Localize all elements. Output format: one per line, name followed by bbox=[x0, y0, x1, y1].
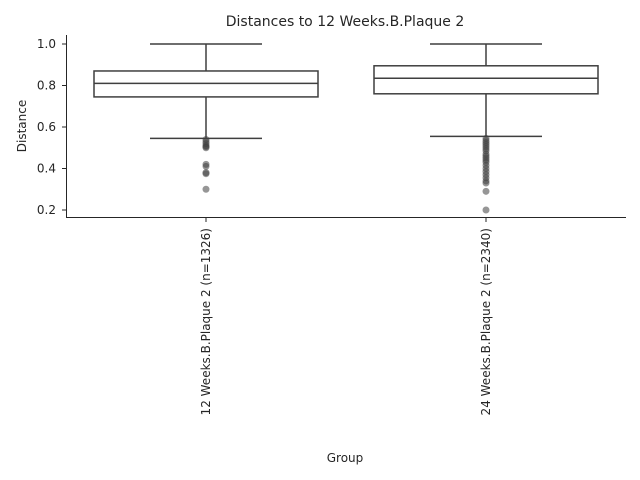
outlier-point bbox=[202, 144, 210, 152]
x-tick-label: 12 Weeks.B.Plaque 2 (n=1326) bbox=[199, 228, 213, 415]
y-tick-label: 1.0 bbox=[37, 37, 56, 51]
y-tick-label: 0.2 bbox=[37, 203, 56, 217]
x-tick-label: 24 Weeks.B.Plaque 2 (n=2340) bbox=[479, 228, 493, 415]
y-axis-label: Distance bbox=[15, 100, 29, 152]
outlier-point bbox=[482, 179, 490, 187]
x-axis-label: Group bbox=[327, 451, 364, 465]
y-tick-label: 0.4 bbox=[37, 162, 56, 176]
outlier-point bbox=[202, 162, 210, 170]
x-ticks: 12 Weeks.B.Plaque 2 (n=1326) 24 Weeks.B.P… bbox=[199, 217, 493, 415]
outlier-point bbox=[202, 185, 210, 193]
outlier-point bbox=[202, 170, 210, 178]
outlier-point bbox=[482, 206, 490, 214]
y-ticks: 0.2 0.4 0.6 0.8 1.0 bbox=[37, 37, 66, 217]
box-group-2 bbox=[373, 43, 599, 214]
y-tick-label: 0.6 bbox=[37, 120, 56, 134]
iqr-box bbox=[373, 65, 599, 95]
outlier-point bbox=[482, 187, 490, 195]
plot-area bbox=[93, 43, 599, 214]
y-tick-label: 0.8 bbox=[37, 79, 56, 93]
chart-title: Distances to 12 Weeks.B.Plaque 2 bbox=[226, 14, 465, 30]
box-group-1 bbox=[93, 43, 319, 193]
